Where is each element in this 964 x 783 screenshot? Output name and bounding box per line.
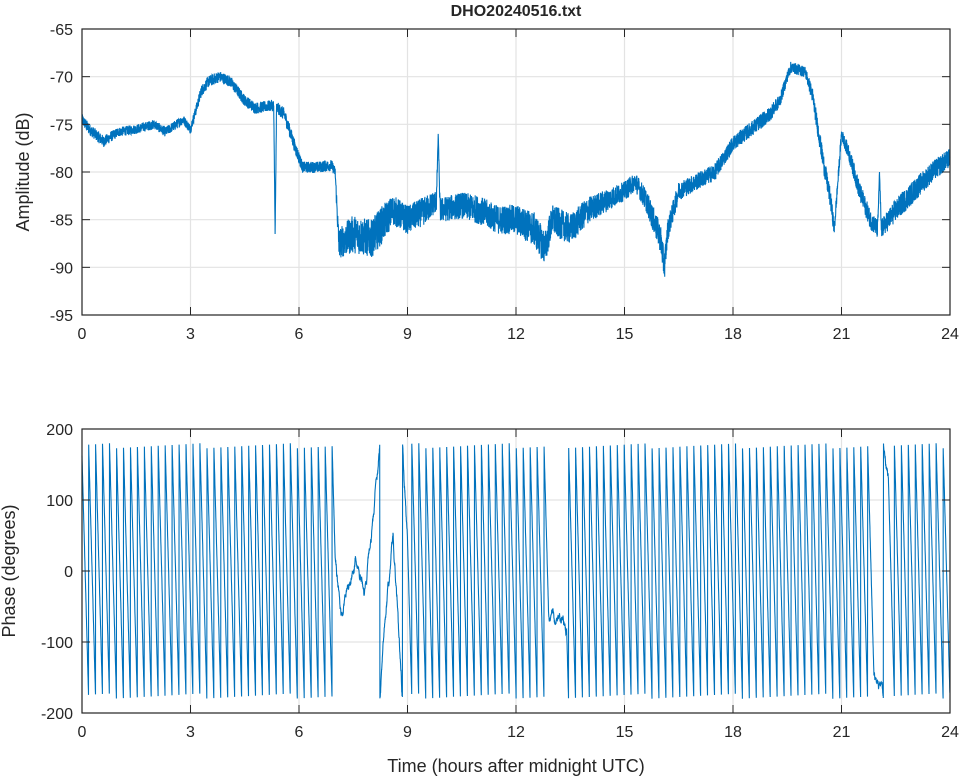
x-tick-label: 3	[186, 326, 195, 343]
x-tick-label: 24	[941, 326, 959, 343]
y-tick-label: 100	[46, 493, 73, 510]
x-tick-label: 21	[833, 326, 851, 343]
y-tick-label: -70	[50, 70, 73, 87]
x-tick-label: 0	[78, 326, 87, 343]
x-tick-label: 6	[295, 326, 304, 343]
x-tick-label: 6	[295, 724, 304, 741]
phase-series-line	[81, 443, 951, 699]
y-tick-label: -200	[41, 706, 73, 723]
amplitude-y-label: Amplitude (dB)	[13, 112, 33, 231]
x-tick-label: 9	[403, 326, 412, 343]
x-tick-label: 12	[507, 326, 525, 343]
x-tick-label: 3	[186, 724, 195, 741]
x-tick-label: 18	[724, 326, 742, 343]
amplitude-axes: 0 3 6 9 12 15 18 21 24 -65 -70 -75 -80 -85 -90 -95	[50, 22, 959, 343]
y-tick-label: -75	[50, 117, 73, 134]
amplitude-series-line	[81, 61, 951, 277]
y-tick-label: -85	[50, 213, 73, 230]
x-tick-label: 21	[833, 724, 851, 741]
y-tick-label: -90	[50, 260, 73, 277]
phase-y-label: Phase (degrees)	[0, 504, 19, 637]
y-tick-label: -80	[50, 165, 73, 182]
x-axis-label: Time (hours after midnight UTC)	[387, 756, 644, 776]
phase-axes: 0 3 6 9 12 15 18 21 24 200 100 0 -100 -200	[41, 422, 959, 741]
x-tick-label: 9	[403, 724, 412, 741]
y-tick-label: 200	[46, 422, 73, 439]
x-tick-label: 15	[616, 724, 634, 741]
y-tick-label: -65	[50, 22, 73, 39]
x-tick-label: 15	[616, 326, 634, 343]
y-tick-label: -100	[41, 635, 73, 652]
chart-title: DHO20240516.txt	[451, 3, 582, 20]
y-tick-label: -95	[50, 308, 73, 325]
x-tick-label: 24	[941, 724, 959, 741]
y-tick-label: 0	[64, 564, 73, 581]
x-tick-label: 12	[507, 724, 525, 741]
x-tick-label: 18	[724, 724, 742, 741]
x-tick-label: 0	[78, 724, 87, 741]
